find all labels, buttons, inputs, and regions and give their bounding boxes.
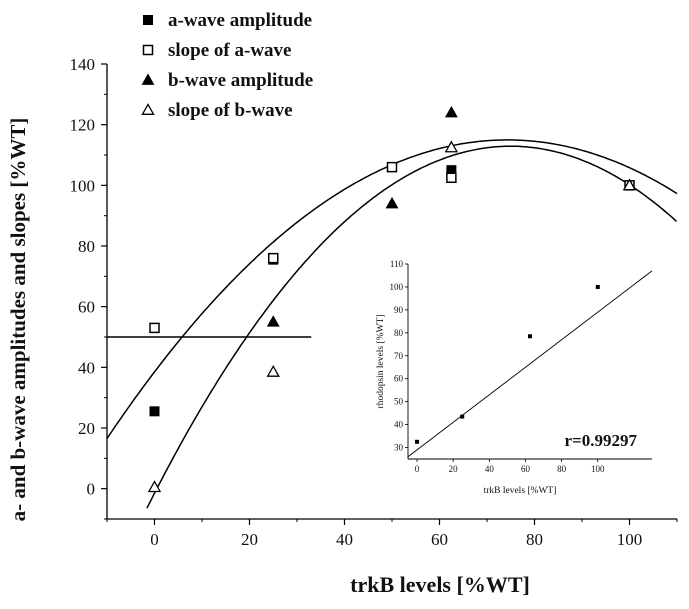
inset-y-tick-label: 110 <box>390 259 404 269</box>
x-tick-label: 80 <box>526 530 543 549</box>
x-tick-label: 60 <box>431 530 448 549</box>
data-point <box>266 364 280 377</box>
data-point <box>444 105 458 118</box>
inset-y-tick-label: 70 <box>394 351 404 361</box>
y-tick-label: 120 <box>70 116 96 135</box>
inset-data-point <box>415 439 420 444</box>
x-tick-label: 20 <box>241 530 258 549</box>
fit-curve <box>146 145 678 509</box>
y-tick-label: 0 <box>87 480 96 499</box>
data-point <box>266 315 280 327</box>
inset-data-point <box>595 284 600 289</box>
y-tick-label: 140 <box>70 55 96 74</box>
inset-x-tick-label: 60 <box>521 464 531 474</box>
x-tick-label: 40 <box>336 530 353 549</box>
inset-y-tick-label: 60 <box>394 374 404 384</box>
inset-fit-line <box>407 270 653 458</box>
x-tick-label: 0 <box>150 530 159 549</box>
inset-data-point <box>460 414 465 419</box>
data-point <box>622 178 637 191</box>
inset-x-tick-label: 80 <box>557 464 567 474</box>
y-tick-label: 100 <box>70 176 96 195</box>
data-point <box>143 15 153 25</box>
x-axis-label: trkB levels [%WT] <box>350 572 530 597</box>
inset-y-tick-label: 40 <box>394 420 404 430</box>
data-point <box>147 480 162 493</box>
legend-entry: slope of b-wave <box>168 100 293 121</box>
inset-background <box>395 252 665 500</box>
data-point <box>149 322 160 334</box>
inset-x-axis-label: trkB levels [%WT] <box>484 486 557 496</box>
inset-x-tick-label: 100 <box>591 464 605 474</box>
data-point <box>142 44 154 56</box>
inset-y-axis-label: rhodopsin levels [%WT] <box>376 315 386 409</box>
y-axis-label: a- and b-wave amplitudes and slopes [%WT… <box>6 118 30 522</box>
legend-entry: a-wave amplitude <box>168 10 312 31</box>
inset-y-tick-label: 50 <box>394 397 404 407</box>
data-point <box>446 172 457 183</box>
data-point <box>141 103 155 115</box>
legend-entry: slope of a-wave <box>168 40 291 61</box>
data-point <box>141 73 155 85</box>
legend-entry: b-wave amplitude <box>168 70 313 91</box>
inset-y-tick-label: 90 <box>394 305 404 315</box>
inset-y-tick-label: 30 <box>394 443 404 453</box>
inset-x-tick-label: 20 <box>449 464 459 474</box>
data-point <box>385 196 399 209</box>
inset-y-tick-label: 80 <box>394 328 404 338</box>
correlation-annotation: r=0.99297 <box>565 431 638 450</box>
data-point <box>386 161 398 173</box>
y-tick-label: 80 <box>78 237 95 256</box>
y-tick-label: 40 <box>78 358 95 377</box>
y-tick-label: 20 <box>78 419 95 438</box>
y-tick-label: 60 <box>78 298 95 317</box>
inset-y-tick-label: 100 <box>390 282 404 292</box>
data-point <box>268 252 279 264</box>
data-point <box>444 140 459 153</box>
inset-data-point <box>528 334 532 339</box>
data-point <box>149 406 160 417</box>
inset-x-tick-label: 0 <box>415 464 420 474</box>
inset-x-tick-label: 40 <box>485 464 495 474</box>
x-tick-label: 100 <box>617 530 643 549</box>
